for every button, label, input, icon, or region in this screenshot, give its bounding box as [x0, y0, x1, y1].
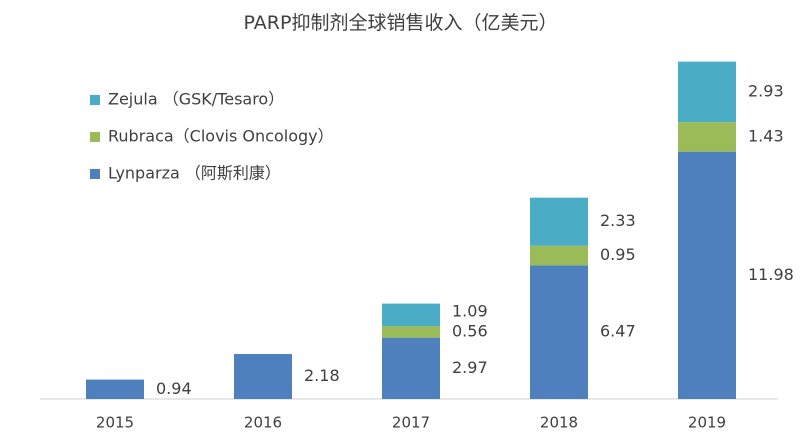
data-labels-layer: 0.94 2.18 2.97 0.561.09 6.47 0.95 2.33 11.98 1.4… [156, 81, 794, 397]
bars-layer [86, 61, 736, 399]
x-tick-label: 2016 [244, 414, 282, 432]
bar-segment [678, 61, 736, 123]
legend: Zejula （GSK/Tesaro） Rubraca（Clovis Oncolo… [90, 90, 334, 183]
data-label: 2.18 [304, 366, 340, 385]
bar-segment [234, 353, 292, 399]
bar-segment [678, 122, 736, 152]
x-tick-label: 2017 [392, 414, 430, 432]
bar-segment [530, 197, 588, 246]
data-label: 6.47 [600, 322, 636, 341]
bar-segment [382, 337, 440, 399]
data-label: 2.97 [452, 358, 488, 377]
data-label: 0.56 [452, 321, 488, 340]
x-tick-label: 2015 [96, 414, 134, 432]
data-label: 1.09 [452, 301, 488, 320]
legend-swatch [90, 169, 100, 179]
x-tick-label: 2018 [540, 414, 578, 432]
x-tick-label: 2019 [688, 414, 726, 432]
bar-segment [382, 326, 440, 338]
chart-title: PARP抑制剂全球销售收入（亿美元） [243, 12, 558, 34]
data-label: 2.33 [600, 211, 636, 230]
data-label: 1.43 [748, 126, 784, 145]
legend-label: Rubraca（Clovis Oncology） [108, 127, 334, 146]
bar-segment [86, 379, 144, 399]
data-label: 11.98 [748, 265, 794, 284]
data-label: 0.94 [156, 379, 192, 398]
legend-label: Lynparza （阿斯利康） [108, 164, 281, 183]
x-tick-labels-layer: 2015 2016 2017 2018 2019 [96, 414, 726, 432]
legend-swatch [90, 95, 100, 105]
bar-segment [530, 245, 588, 266]
bar-segment [530, 265, 588, 399]
bar-segment [382, 303, 440, 327]
legend-label: Zejula （GSK/Tesaro） [108, 90, 284, 109]
data-label: 0.95 [600, 245, 636, 264]
bar-segment [678, 151, 736, 399]
legend-swatch [90, 132, 100, 142]
data-label: 2.93 [748, 81, 784, 100]
